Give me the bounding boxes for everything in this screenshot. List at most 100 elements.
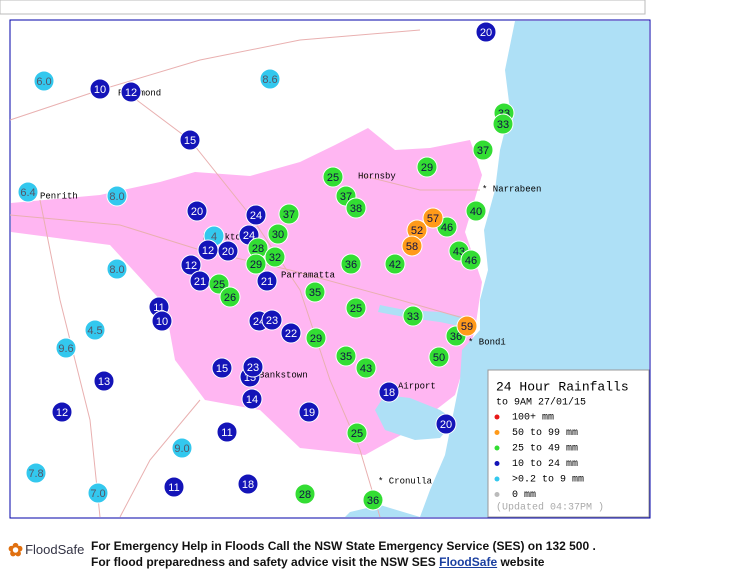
rain-value: 38 xyxy=(350,203,362,215)
text: website xyxy=(500,555,545,569)
rain-marker xyxy=(219,286,241,308)
rain-marker xyxy=(211,357,233,379)
rain-value: 25 xyxy=(213,279,225,291)
rain-value: 13 xyxy=(98,376,110,388)
rain-value: 11 xyxy=(153,302,164,314)
rain-marker xyxy=(151,310,173,332)
place-label: * Bondi xyxy=(468,337,506,347)
rain-marker xyxy=(237,473,259,495)
rain-value: 6.0 xyxy=(36,76,51,88)
rain-marker xyxy=(298,401,320,423)
footer: ✿ FloodSafe For Emergency Help in Floods … xyxy=(8,536,728,576)
rain-marker xyxy=(378,381,400,403)
rain-value: 25 xyxy=(327,172,339,184)
rain-value: 9.0 xyxy=(174,443,189,455)
rain-value: 4.5 xyxy=(87,325,102,337)
rain-marker xyxy=(264,246,286,268)
rain-value: 4 xyxy=(211,231,217,243)
rain-value: 23 xyxy=(266,315,278,327)
rain-marker xyxy=(106,258,128,280)
rain-value: 18 xyxy=(383,387,395,399)
rain-marker xyxy=(17,181,39,203)
rain-marker xyxy=(256,270,278,292)
rain-marker xyxy=(87,482,109,504)
legend-subtitle: to 9AM 27/01/15 xyxy=(496,397,586,409)
road xyxy=(359,174,480,191)
rain-value: 35 xyxy=(309,287,321,299)
rain-value: 29 xyxy=(250,259,262,271)
top-strip xyxy=(0,0,646,15)
rain-marker xyxy=(120,81,142,103)
rain-value: 11 xyxy=(168,482,179,494)
rain-value: 10 xyxy=(156,316,168,328)
place-label: Parramatta xyxy=(281,270,336,280)
text: For flood preparedness and safety advice… xyxy=(91,555,436,569)
rain-marker xyxy=(456,315,478,337)
rain-value: 29 xyxy=(310,333,322,345)
rain-value: 25 xyxy=(351,428,363,440)
rain-marker xyxy=(346,422,368,444)
rain-value: 10 xyxy=(94,84,106,96)
rain-marker xyxy=(93,370,115,392)
rain-marker xyxy=(465,200,487,222)
legend-label: >0.2 to 9 mm xyxy=(512,475,584,486)
rain-value: 46 xyxy=(465,255,477,267)
rain-marker xyxy=(241,388,263,410)
rain-value: 12 xyxy=(185,260,197,272)
rain-value: 18 xyxy=(242,479,254,491)
rain-marker xyxy=(25,462,47,484)
rain-value: 26 xyxy=(224,292,236,304)
rain-marker xyxy=(217,240,239,262)
rain-marker xyxy=(261,309,283,331)
rain-value: 59 xyxy=(461,321,473,333)
rain-value: 43 xyxy=(360,363,372,375)
rain-marker xyxy=(242,356,264,378)
logo: ✿ FloodSafe xyxy=(8,540,85,560)
floodsafe-link[interactable]: FloodSafe xyxy=(439,555,498,569)
place-label: Hornsby xyxy=(358,171,396,181)
rain-value: 35 xyxy=(340,351,352,363)
legend-dot xyxy=(494,461,500,466)
rain-marker xyxy=(304,281,326,303)
rain-value: 58 xyxy=(406,241,418,253)
legend-label: 25 to 49 mm xyxy=(512,444,578,455)
rain-value: 7.8 xyxy=(28,468,43,480)
rain-value: 12 xyxy=(202,245,214,257)
rain-marker xyxy=(340,253,362,275)
legend-dot xyxy=(494,492,500,497)
rain-value: 15 xyxy=(216,363,228,375)
legend-updated: (Updated 04:37PM ) xyxy=(496,502,604,514)
rain-value: 50 xyxy=(433,352,445,364)
rain-marker xyxy=(401,235,423,257)
rain-marker xyxy=(267,223,289,245)
rain-marker xyxy=(55,337,77,359)
legend-label: 10 to 24 mm xyxy=(512,459,578,470)
rain-value: 15 xyxy=(184,135,196,147)
rain-marker xyxy=(278,203,300,225)
rain-value: 25 xyxy=(350,303,362,315)
rain-value: 57 xyxy=(427,213,439,225)
rain-value: 19 xyxy=(303,407,315,419)
footer-line: For flood preparedness and safety advice… xyxy=(91,555,544,569)
rain-marker xyxy=(435,413,457,435)
rain-value: 33 xyxy=(407,311,419,323)
rain-marker xyxy=(89,78,111,100)
legend-box xyxy=(487,369,650,518)
rain-value: 11 xyxy=(221,427,232,439)
place-label: Penrith xyxy=(40,191,78,201)
rain-marker xyxy=(335,345,357,367)
rain-value: 6.4 xyxy=(20,187,35,199)
rain-value: 7.0 xyxy=(90,488,105,500)
rain-value: 28 xyxy=(252,243,264,255)
rain-marker xyxy=(422,207,444,229)
rain-value: 28 xyxy=(299,489,311,501)
rain-value: 52 xyxy=(411,225,423,237)
rain-value: 33 xyxy=(497,119,509,131)
place-label: Airport xyxy=(398,381,436,391)
legend-dot xyxy=(494,476,500,482)
legend-label: 50 to 99 mm xyxy=(512,428,578,439)
rain-value: 42 xyxy=(389,259,401,271)
rain-value: 8.0 xyxy=(109,264,124,276)
rain-marker xyxy=(259,68,281,90)
